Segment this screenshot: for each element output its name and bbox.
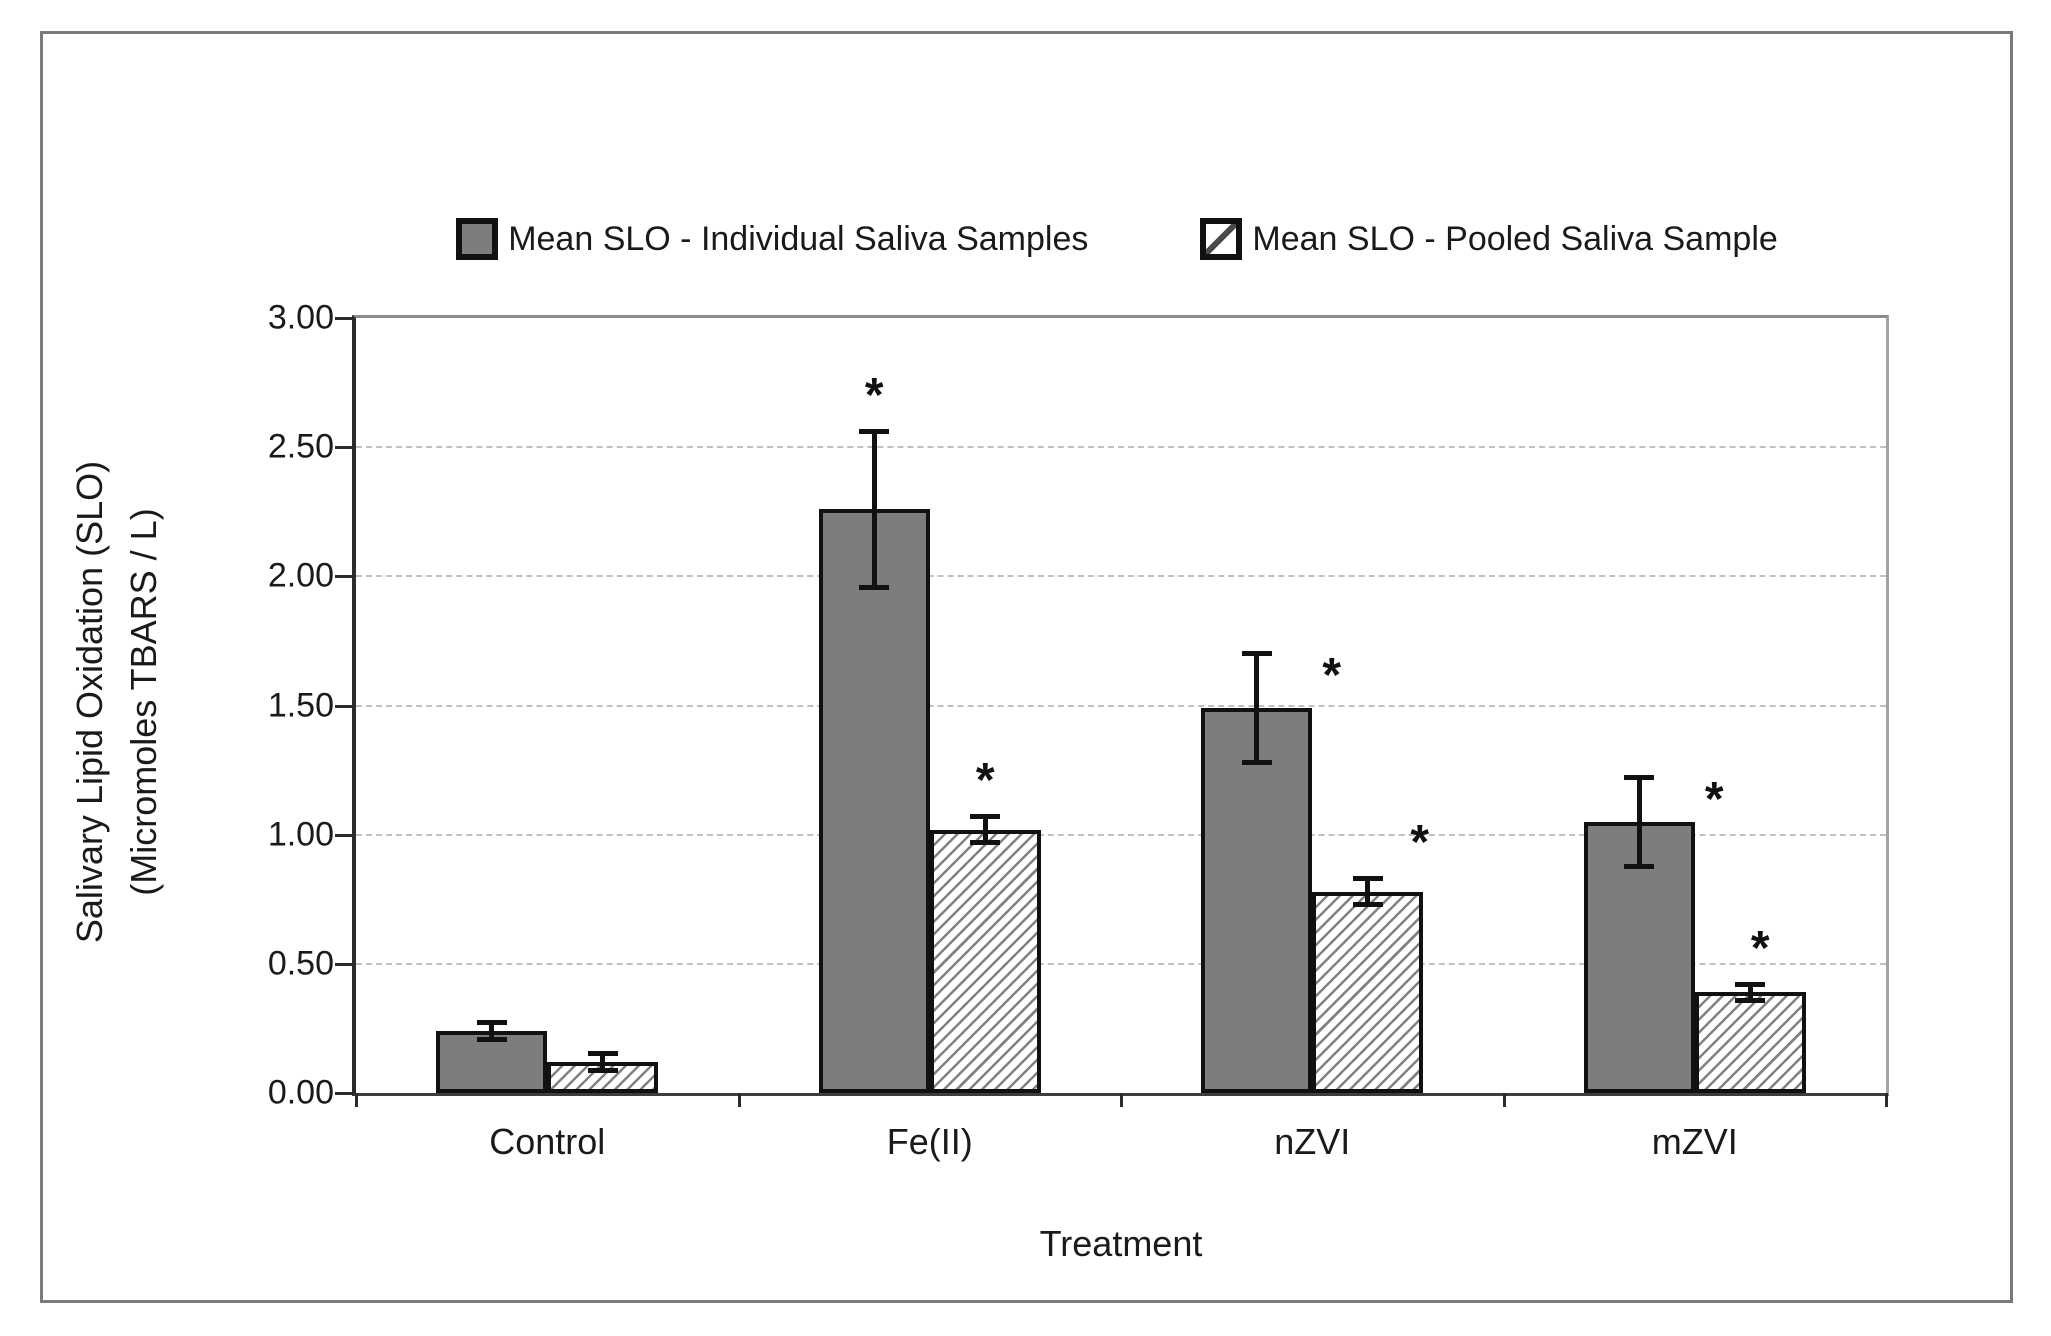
y-tick-label: 2.00: [267, 556, 334, 595]
y-axis-title-line2: (Micromoles TBARS / L): [123, 508, 164, 896]
bar-hatched-mzvi: [1694, 992, 1806, 1093]
significance-asterisk: *: [1410, 815, 1430, 869]
y-tick-label: 1.50: [267, 686, 334, 724]
significance-asterisk: *: [1704, 772, 1724, 826]
significance-asterisk: *: [864, 368, 884, 422]
y-tick-mark: [335, 317, 352, 320]
y-tick-mark: [335, 446, 352, 450]
y-tick-mark: [335, 962, 352, 966]
x-category-label: nZVI: [1274, 1121, 1351, 1162]
error-bar-cap-top: [970, 813, 1001, 819]
error-bar-cap-top: [1735, 981, 1766, 987]
error-bar: [982, 816, 988, 843]
legend-label-individual: Mean SLO - Individual Saliva Samples: [508, 219, 1089, 258]
error-bar: [1636, 777, 1642, 866]
error-bar-cap-top: [476, 1020, 507, 1026]
error-bar-cap-bottom: [970, 840, 1001, 846]
y-tick-label: 2.50: [267, 427, 334, 466]
bar-solid-nzvi: [1201, 708, 1313, 1093]
solid-gray-swatch-icon: [456, 218, 499, 260]
error-bar-cap-top: [1352, 875, 1383, 881]
x-tick-mark: [1120, 1093, 1123, 1107]
x-tick-mark: [355, 1093, 358, 1107]
x-tick-mark: [737, 1093, 741, 1107]
error-bar-cap-bottom: [859, 584, 890, 590]
y-tick-mark: [335, 1092, 352, 1095]
error-bar-cap-bottom: [1241, 760, 1272, 766]
error-bar: [1747, 984, 1753, 1000]
error-bar: [871, 431, 877, 587]
x-category-label: Fe(II): [886, 1121, 973, 1162]
y-tick-mark: [335, 575, 352, 579]
legend-item-individual: Mean SLO - Individual Saliva Samples: [456, 218, 1088, 260]
significance-asterisk: *: [1750, 921, 1770, 975]
diagonal-hatch-swatch-icon: [1200, 218, 1243, 260]
x-tick-mark: [1885, 1093, 1888, 1107]
error-bar-cap-top: [859, 428, 890, 434]
error-bar: [600, 1054, 606, 1070]
error-bar: [1254, 653, 1260, 763]
gridline: [356, 446, 1886, 449]
x-category-label: Control: [489, 1121, 606, 1162]
error-bar-cap-bottom: [587, 1067, 618, 1073]
error-bar-cap-bottom: [1735, 998, 1766, 1003]
y-tick-mark: [335, 704, 352, 708]
y-tick-label: 0.00: [267, 1073, 334, 1112]
y-tick-label: 3.00: [267, 298, 334, 337]
y-tick-mark: [335, 833, 352, 837]
legend-item-pooled: Mean SLO - Pooled Saliva Sample: [1200, 218, 1778, 260]
y-axis-title-line1: Salivary Lipid Oxidation (SLO): [69, 460, 110, 944]
error-bar: [1365, 878, 1371, 905]
bar-hatched-nzvi: [1312, 891, 1424, 1093]
bar-solid-fe-ii: [818, 509, 930, 1093]
legend-label-pooled: Mean SLO - Pooled Saliva Sample: [1252, 219, 1778, 258]
error-bar-cap-top: [1624, 774, 1655, 780]
error-bar-cap-bottom: [476, 1036, 507, 1042]
gridline: [356, 575, 1886, 578]
error-bar-cap-bottom: [1624, 863, 1655, 869]
gridline: [356, 704, 1886, 707]
x-category-label: mZVI: [1651, 1121, 1738, 1162]
x-tick-mark: [1502, 1093, 1506, 1107]
plot-area: Treatment 3.00 2.50 2.00 1.50 1.00 0.50 0.00 Co…: [268, 299, 1889, 1264]
error-bar-cap-top: [1241, 650, 1272, 656]
legend: Mean SLO - Individual Saliva Samples Mea…: [352, 218, 1882, 260]
y-tick-label: 0.50: [267, 944, 334, 983]
error-bar: [489, 1023, 495, 1039]
gridline: [356, 962, 1886, 965]
significance-asterisk: *: [1322, 648, 1342, 702]
bar-hatched-fe-ii: [929, 829, 1041, 1093]
error-bar-cap-top: [587, 1051, 618, 1057]
significance-asterisk: *: [975, 753, 995, 807]
gridline: [356, 833, 1886, 836]
y-tick-label: 1.00: [267, 815, 334, 854]
x-axis-title: Treatment: [1039, 1223, 1203, 1264]
error-bar-cap-bottom: [1352, 902, 1383, 908]
